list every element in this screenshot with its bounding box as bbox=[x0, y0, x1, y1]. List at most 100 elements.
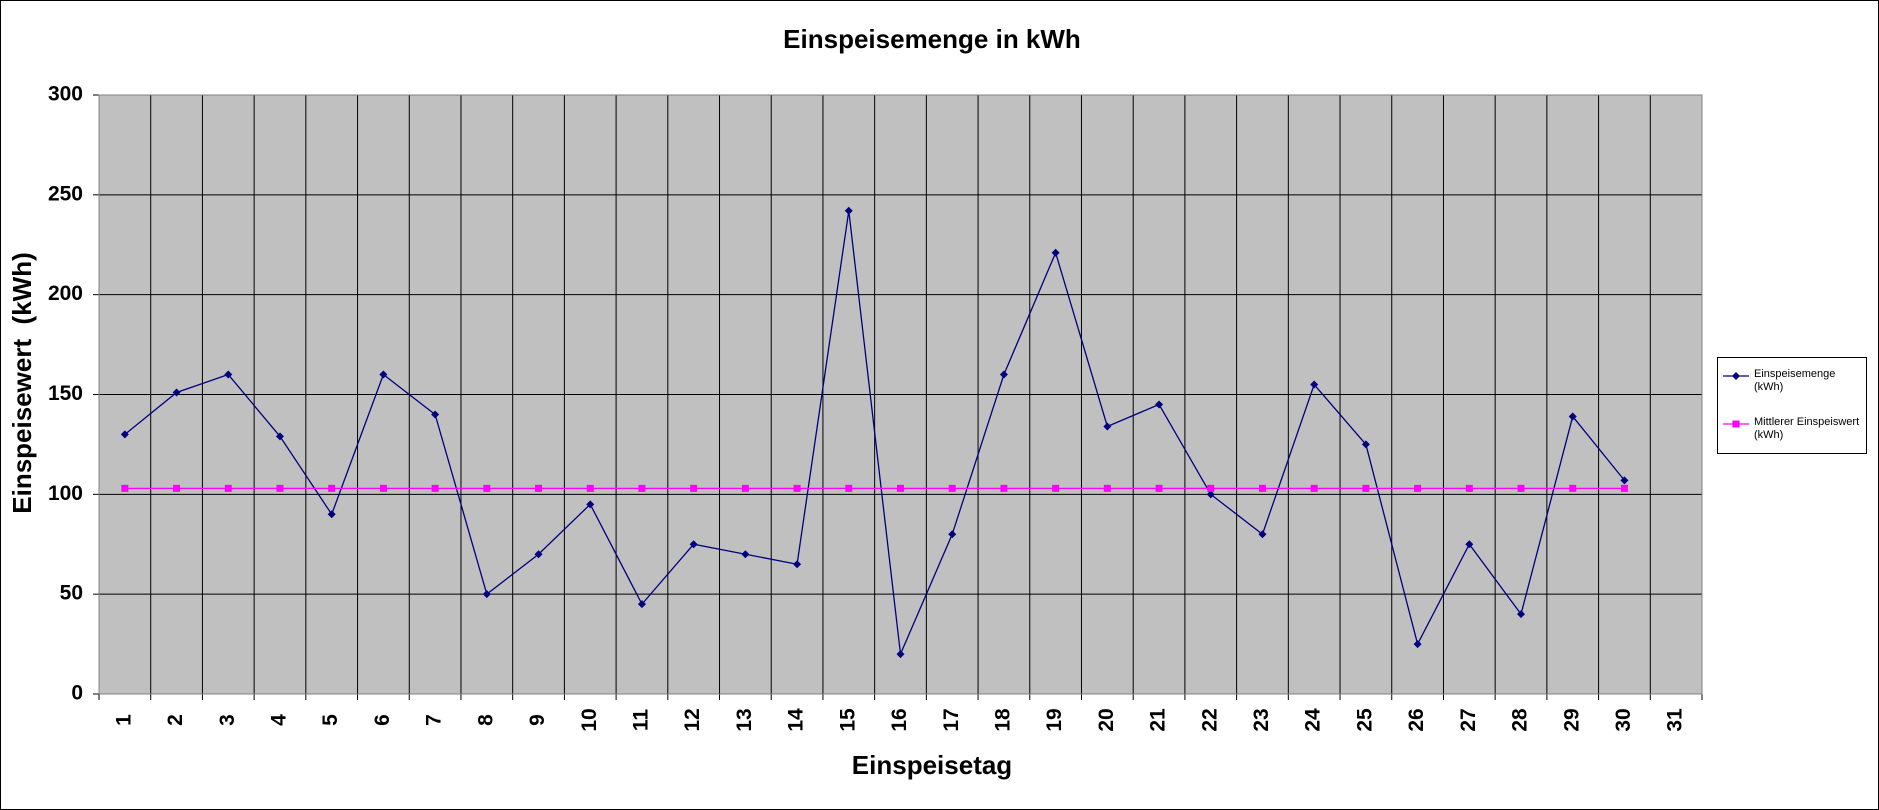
legend: Einspeisemenge (kWh) Mittlerer Einspeiswe… bbox=[1717, 357, 1867, 454]
x-tick-label: 6 bbox=[371, 714, 394, 726]
x-tick-label: 28 bbox=[1509, 708, 1532, 732]
x-tick-label: 31 bbox=[1664, 708, 1687, 732]
point bbox=[637, 600, 646, 609]
point bbox=[431, 484, 439, 492]
point bbox=[741, 550, 750, 559]
point bbox=[1413, 640, 1422, 649]
x-tick-label: 23 bbox=[1250, 708, 1273, 731]
point bbox=[534, 550, 543, 559]
x-tick-label: 20 bbox=[1095, 708, 1118, 731]
y-tick-label: 0 bbox=[71, 682, 83, 705]
point bbox=[897, 484, 904, 492]
point bbox=[275, 432, 284, 441]
y-tick-label: 100 bbox=[48, 482, 83, 505]
point bbox=[1155, 400, 1164, 409]
y-tick-label: 250 bbox=[48, 182, 83, 205]
legend-label: Mittlerer Einspeiswert (kWh) bbox=[1754, 416, 1860, 441]
x-axis-label: Einspeisetag bbox=[852, 750, 1012, 780]
point bbox=[1620, 484, 1628, 492]
point bbox=[1103, 484, 1111, 492]
x-tick-label: 14 bbox=[785, 708, 808, 732]
point bbox=[172, 388, 181, 397]
point bbox=[690, 484, 698, 492]
point bbox=[379, 370, 388, 379]
point bbox=[1414, 484, 1422, 492]
point bbox=[1465, 540, 1474, 549]
point bbox=[224, 484, 232, 492]
chart-title: Einspeisemenge in kWh bbox=[783, 24, 1081, 54]
point bbox=[844, 206, 853, 215]
x-tick-label: 3 bbox=[216, 714, 239, 726]
point bbox=[1258, 530, 1267, 539]
point bbox=[173, 484, 181, 492]
x-tick-label: 9 bbox=[526, 714, 549, 726]
y-axis-label: Einspeisewert (kWh) bbox=[7, 252, 37, 514]
x-tick-label: 2 bbox=[164, 714, 187, 726]
point bbox=[948, 484, 956, 492]
point bbox=[1517, 484, 1525, 492]
y-tick-label: 200 bbox=[48, 282, 83, 305]
y-tick-label: 50 bbox=[60, 582, 83, 605]
point bbox=[896, 650, 905, 659]
point bbox=[1310, 484, 1318, 492]
point bbox=[327, 510, 336, 519]
legend-label: Einspeisemenge (kWh) bbox=[1754, 368, 1836, 393]
point bbox=[1569, 484, 1577, 492]
x-tick-label: 26 bbox=[1405, 708, 1428, 731]
point bbox=[1052, 484, 1060, 492]
point bbox=[793, 484, 801, 492]
point bbox=[793, 560, 802, 569]
x-tick-label: 13 bbox=[733, 708, 756, 731]
x-tick-label: 19 bbox=[1043, 708, 1066, 731]
point bbox=[1103, 422, 1112, 431]
legend-swatch bbox=[1723, 371, 1749, 380]
x-tick-label: 22 bbox=[1198, 708, 1221, 731]
point bbox=[535, 484, 543, 492]
point bbox=[586, 484, 594, 492]
plot-border bbox=[98, 94, 1703, 695]
x-tick-label: 18 bbox=[991, 708, 1014, 732]
point bbox=[845, 484, 853, 492]
point bbox=[1207, 484, 1215, 492]
point bbox=[1620, 476, 1629, 485]
x-tick-label: 17 bbox=[940, 708, 963, 731]
x-tick-label: 10 bbox=[578, 708, 601, 731]
point bbox=[1155, 484, 1163, 492]
point bbox=[638, 484, 646, 492]
point bbox=[1000, 484, 1008, 492]
point bbox=[1310, 380, 1319, 389]
point bbox=[1465, 484, 1473, 492]
y-tick-label: 300 bbox=[48, 83, 83, 106]
x-tick-label: 24 bbox=[1302, 708, 1325, 732]
point bbox=[1051, 248, 1060, 257]
point bbox=[999, 370, 1008, 379]
x-tick-label: 21 bbox=[1147, 708, 1170, 732]
point bbox=[224, 370, 233, 379]
point bbox=[1362, 484, 1370, 492]
x-tick-label: 4 bbox=[268, 714, 291, 726]
point bbox=[120, 430, 129, 439]
x-tick-label: 15 bbox=[836, 708, 859, 732]
x-tick-label: 30 bbox=[1612, 708, 1635, 731]
point bbox=[948, 530, 957, 539]
point bbox=[1568, 412, 1577, 421]
point bbox=[276, 484, 284, 492]
x-tick-label: 29 bbox=[1560, 708, 1583, 731]
series-line bbox=[124, 210, 1625, 657]
x-tick-label: 8 bbox=[474, 714, 497, 726]
point bbox=[1206, 490, 1215, 499]
legend-swatch bbox=[1723, 419, 1749, 428]
point bbox=[586, 500, 595, 509]
point bbox=[431, 410, 440, 419]
x-tick-label: 7 bbox=[423, 714, 446, 726]
point bbox=[1517, 610, 1526, 619]
x-tick-label: 25 bbox=[1353, 708, 1376, 732]
point bbox=[482, 590, 491, 599]
point bbox=[1361, 440, 1370, 449]
point bbox=[121, 484, 129, 492]
point bbox=[1258, 484, 1266, 492]
point bbox=[741, 484, 749, 492]
x-tick-label: 1 bbox=[112, 714, 135, 726]
